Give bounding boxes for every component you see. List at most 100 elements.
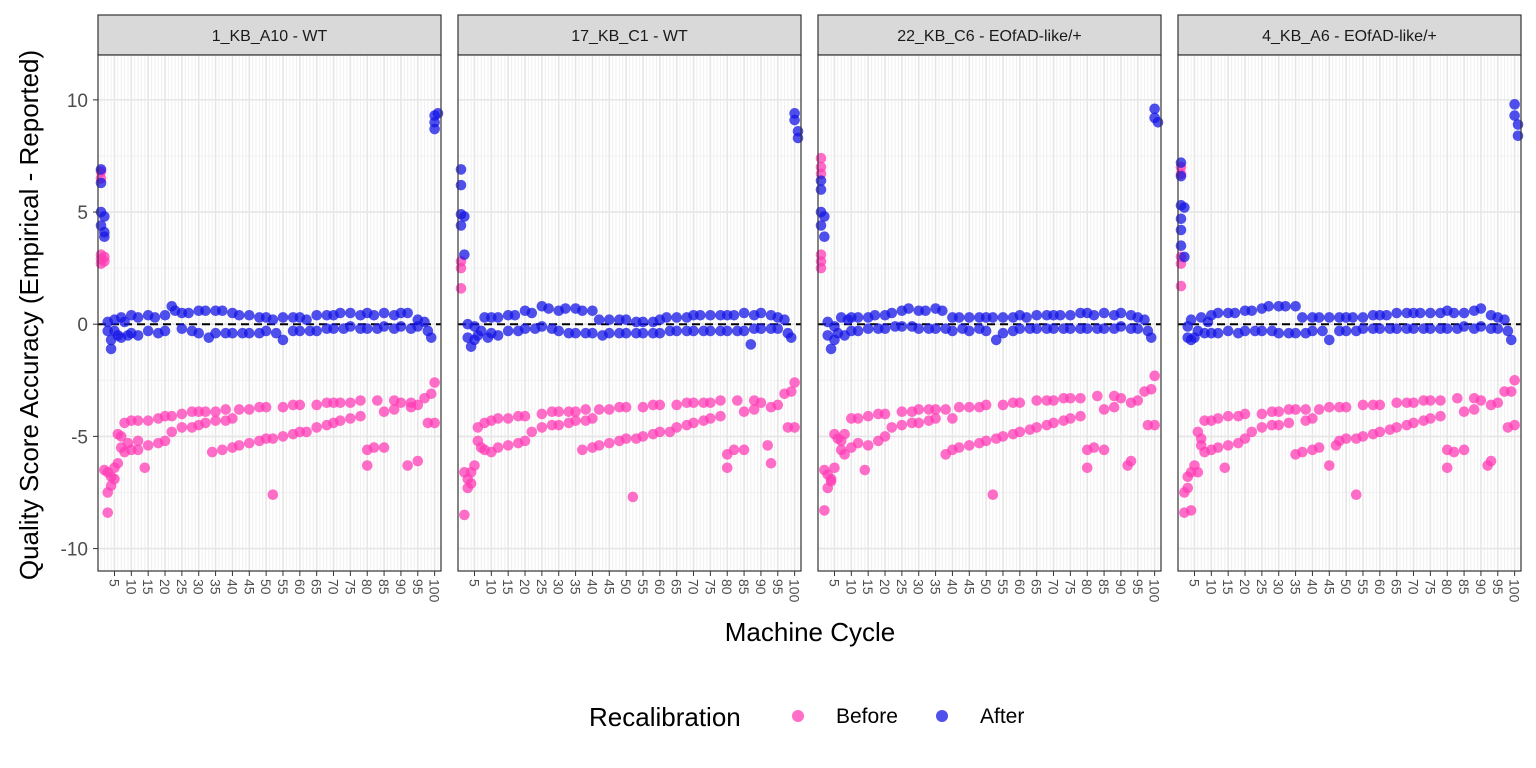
x-tick-label: 70 [326, 579, 342, 595]
data-point-after [459, 249, 470, 260]
data-point-before [1065, 413, 1076, 424]
data-point-before [1391, 422, 1402, 433]
data-point-after [913, 323, 925, 335]
y-tick-label: 5 [77, 203, 88, 224]
data-point-before [930, 413, 941, 424]
data-point-before [637, 431, 649, 442]
data-point-before [311, 422, 322, 433]
x-tick-label: 80 [719, 579, 735, 595]
x-tick-label: 35 [928, 579, 944, 595]
data-point-before [1273, 406, 1285, 418]
data-point-before [1297, 446, 1308, 458]
data-point-before [142, 440, 154, 451]
data-point-before [671, 422, 682, 433]
x-tick-label: 55 [995, 579, 1011, 595]
data-point-after [963, 325, 975, 337]
data-point-before [1307, 413, 1318, 424]
data-point-after [1175, 213, 1187, 225]
x-tick-label: 25 [894, 579, 910, 595]
data-point-before [1374, 426, 1386, 438]
x-tick-label: 15 [140, 579, 156, 595]
data-point-after [990, 334, 1002, 346]
data-point-before [502, 440, 514, 451]
data-point-after [1152, 117, 1164, 128]
data-point-before [1125, 455, 1137, 467]
data-point-before [654, 426, 666, 438]
data-point-after [896, 321, 908, 332]
data-point-before [112, 458, 124, 469]
data-point-before [1222, 440, 1234, 451]
data-point-before [1300, 404, 1311, 415]
data-point-before [429, 417, 440, 429]
data-point-after [334, 307, 346, 319]
data-point-after [738, 307, 750, 319]
x-tick-label: 100 [427, 579, 443, 603]
data-point-before [1175, 280, 1187, 292]
data-point-after [1357, 312, 1369, 323]
data-point-before [142, 415, 154, 426]
data-point-before [465, 478, 477, 489]
data-point-after [688, 325, 699, 337]
data-point-before [839, 428, 850, 440]
x-tick-label: 55 [275, 579, 291, 595]
data-point-after [1414, 307, 1426, 319]
data-point-after [183, 307, 194, 319]
data-point-after [270, 327, 282, 339]
data-point-before [705, 397, 716, 409]
data-point-after [1145, 332, 1157, 343]
data-point-before [1458, 444, 1470, 456]
data-point-before [839, 449, 850, 460]
data-point-after [1290, 327, 1301, 339]
data-point-before [1219, 462, 1231, 474]
data-point-after [980, 325, 992, 337]
data-point-before [200, 406, 211, 418]
facet-strip [817, 14, 1162, 56]
data-point-after [661, 312, 672, 323]
data-point-before [593, 440, 605, 451]
data-point-before [334, 397, 346, 409]
data-point-before [1452, 392, 1463, 404]
data-point-after [1132, 323, 1144, 335]
data-point-before [455, 283, 467, 294]
data-point-after [105, 343, 117, 355]
data-point-before [789, 422, 800, 433]
data-point-after [789, 114, 800, 126]
data-point-after [1139, 314, 1150, 326]
data-point-before [361, 460, 373, 471]
data-point-after [119, 316, 130, 328]
data-point-before [859, 464, 871, 476]
data-point-after [1185, 314, 1197, 326]
data-point-after [1280, 300, 1291, 312]
legend-label-before: Before [836, 705, 898, 728]
data-point-after [277, 312, 289, 323]
x-tick-label: 25 [174, 579, 190, 595]
x-tick-label: 100 [1147, 579, 1163, 603]
data-point-before [176, 422, 188, 433]
data-point-before [1273, 419, 1285, 431]
data-point-after [920, 305, 931, 317]
data-point-before [132, 435, 144, 447]
data-point-before [1340, 401, 1352, 413]
data-point-after [1509, 99, 1520, 110]
data-point-after [99, 231, 110, 243]
data-point-before [1246, 426, 1258, 438]
data-point-after [1048, 323, 1059, 335]
data-point-before [930, 404, 941, 415]
data-point-before [206, 446, 218, 458]
data-point-before [378, 406, 390, 418]
data-point-after [1408, 323, 1419, 335]
data-point-before [102, 507, 114, 518]
data-point-after [1081, 323, 1093, 335]
data-point-before [1391, 397, 1402, 409]
data-point-before [233, 404, 245, 415]
data-point-before [852, 413, 864, 424]
data-point-after [1323, 312, 1335, 323]
data-point-before [1075, 392, 1086, 404]
data-point-after [243, 309, 255, 321]
x-tick-label: 40 [944, 579, 960, 595]
data-point-before [1212, 413, 1224, 424]
data-point-after [755, 323, 767, 335]
data-point-before [862, 410, 874, 422]
data-point-after [987, 312, 999, 323]
data-point-after [930, 323, 941, 335]
